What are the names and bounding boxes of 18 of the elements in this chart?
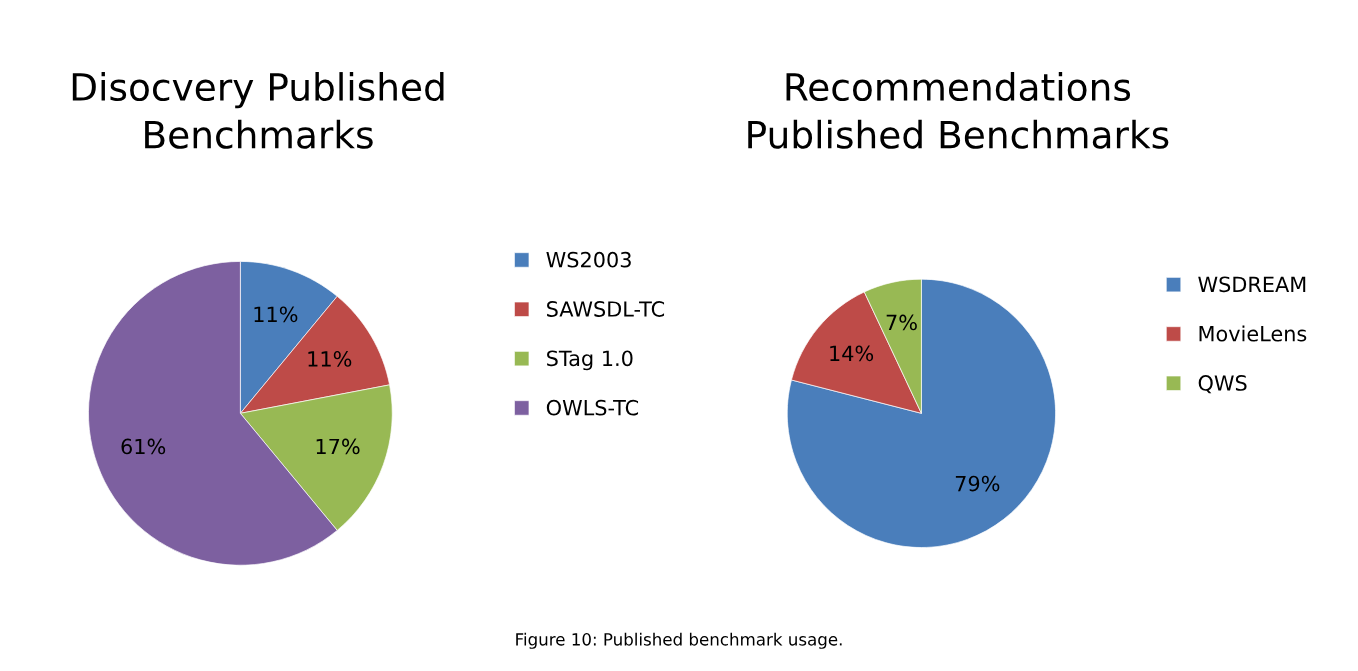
legend-label: OWLS-TC: [546, 399, 639, 416]
chart-title: Disocvery Published Benchmarks: [72, 72, 444, 149]
data-label: 79%: [955, 475, 1000, 492]
legend-label: SAWSDL-TC: [547, 301, 665, 317]
legend-label: MovieLens: [1199, 325, 1307, 342]
data-label: 7%: [886, 314, 917, 331]
data-label: 11%: [254, 306, 298, 323]
caption: Figure 10: Published benchmark usage.: [516, 632, 842, 649]
legend-label: WS2003: [546, 251, 631, 268]
legend-label: STag 1.0: [547, 350, 633, 371]
legend-label: QWS: [1198, 375, 1247, 394]
data-label: 17%: [316, 438, 360, 455]
legend-label: WSDREAM: [1198, 276, 1306, 293]
chart-title: Recommendations Published Benchmarks: [748, 72, 1169, 149]
data-label: 14%: [830, 345, 874, 362]
pie-slice: [786, 278, 1056, 548]
data-label: 11%: [308, 351, 352, 367]
data-label: 61%: [121, 438, 166, 455]
